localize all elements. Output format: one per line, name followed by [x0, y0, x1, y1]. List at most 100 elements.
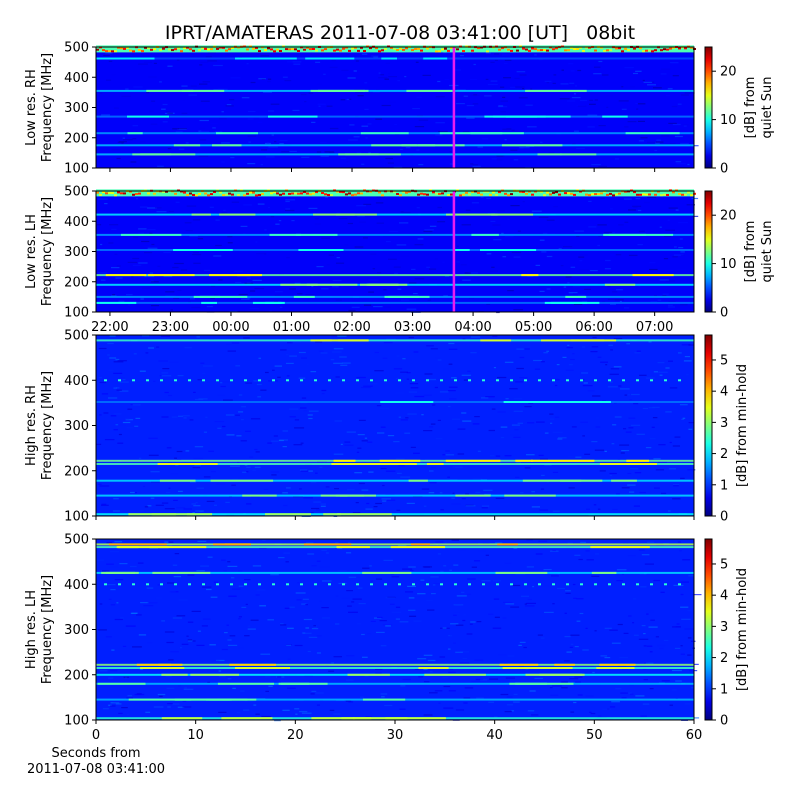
feature-band-400	[132, 379, 135, 382]
feature-band-400	[370, 379, 373, 382]
feature-band-400	[146, 379, 149, 382]
feature-band-400	[118, 583, 121, 586]
y-axis-label: Frequency [MHz]	[40, 53, 55, 162]
feature-band-400	[342, 583, 345, 586]
colorbar-tick-label: 0	[720, 306, 728, 321]
colorbar-tick-label: 0	[720, 714, 728, 729]
feature-band-400	[454, 583, 457, 586]
x-tick-label: 50	[586, 728, 603, 743]
feature-band-130	[96, 301, 694, 304]
y-tick-label: 400	[64, 374, 89, 389]
feature-band-400	[188, 583, 191, 586]
feature-band-400	[468, 379, 471, 382]
feature-band-355	[96, 89, 694, 92]
x-tick-label: 06:00	[575, 320, 612, 335]
x-tick-label: 10	[187, 728, 204, 743]
feature-band-488	[96, 543, 694, 546]
feature-band-400	[426, 583, 429, 586]
feature-band-400	[594, 379, 597, 382]
y-tick-label: 100	[64, 162, 89, 177]
x-tick-label: 04:00	[454, 320, 491, 335]
feature-band-422	[96, 213, 694, 216]
feature-band-400	[174, 583, 177, 586]
feature-band-400	[538, 379, 541, 382]
feature-band-400	[286, 583, 289, 586]
y-tick-label: 500	[64, 329, 89, 344]
feature-band-400	[356, 379, 359, 382]
feature-band-178	[96, 479, 694, 482]
x-tick-label: 60	[686, 728, 703, 743]
feature-band-270	[96, 115, 694, 118]
x-tick-label: 30	[387, 728, 404, 743]
y-axis-label: Low res. RH	[24, 69, 39, 146]
y-tick-label: 400	[64, 578, 89, 593]
feature-band-400	[272, 583, 275, 586]
feature-band-400	[552, 583, 555, 586]
y-axis-label: Low res. LH	[24, 214, 39, 289]
colorbar	[704, 190, 713, 313]
feature-band-145	[96, 494, 694, 497]
feature-band-400	[510, 583, 513, 586]
y-tick-label: 300	[64, 245, 89, 260]
feature-band-400	[412, 379, 415, 382]
y-tick-label: 100	[64, 510, 89, 525]
x-tick-label: 20	[287, 728, 304, 743]
feature-band-400	[216, 583, 219, 586]
feature-band-215	[96, 667, 694, 669]
feature-band-488	[96, 339, 694, 342]
feature-band-400	[664, 379, 667, 382]
y-tick-label: 500	[64, 41, 89, 56]
feature-band-400	[258, 379, 261, 382]
x-tick-label: 03:00	[394, 320, 431, 335]
feature-band-355	[96, 233, 694, 236]
feature-band-400	[454, 379, 457, 382]
feature-band-400	[482, 583, 485, 586]
feature-band-400	[328, 379, 331, 382]
colorbar	[704, 46, 713, 169]
feature-band-400	[622, 583, 625, 586]
colorbar-tick-label: 5	[720, 353, 728, 368]
feature-band-400	[650, 583, 653, 586]
feature-band-400	[482, 379, 485, 382]
y-tick-label: 500	[64, 533, 89, 548]
feature-band-400	[580, 583, 583, 586]
colorbar-tick-label: 0	[720, 162, 728, 177]
heatmap-background	[96, 47, 694, 168]
feature-band-400	[636, 583, 639, 586]
x-tick-label: 02:00	[333, 320, 370, 335]
y-tick-label: 300	[64, 419, 89, 434]
x-tick-label: 0	[92, 728, 100, 743]
colorbar-tick-label: 4	[720, 385, 728, 400]
feature-band-400	[370, 583, 373, 586]
colorbar-tick-label: 10	[720, 113, 737, 128]
feature-band-400	[496, 583, 499, 586]
y-tick-label: 200	[64, 275, 89, 290]
colorbar-tick-label: 2	[720, 651, 728, 666]
colorbar-tick-label: 0	[720, 510, 728, 525]
feature-band-400	[216, 379, 219, 382]
heatmap-background	[96, 191, 694, 312]
feature-band-400	[678, 379, 681, 382]
colorbar-label: [dB] from min-hold	[735, 568, 750, 691]
y-tick-label: 200	[64, 668, 89, 683]
feature-band-400	[538, 583, 541, 586]
feature-band-400	[300, 379, 303, 382]
x-tick-label: 01:00	[273, 320, 310, 335]
y-tick-label: 400	[64, 215, 89, 230]
feature-band-400	[244, 379, 247, 382]
heatmap-background	[96, 539, 694, 720]
y-axis-label: Frequency [MHz]	[40, 197, 55, 306]
x-tick-label: 07:00	[636, 320, 673, 335]
colorbar-label: [dB] from	[743, 77, 758, 139]
colorbar-tick-label: 3	[720, 620, 728, 635]
colorbar	[704, 334, 713, 517]
feature-band-400	[412, 583, 415, 586]
feature-band-400	[566, 379, 569, 382]
x-tick-label: 22:00	[91, 320, 128, 335]
feature-band-400	[594, 583, 597, 586]
y-axis-label: High res. RH	[24, 385, 39, 466]
colorbar-label: quiet Sun	[760, 76, 775, 138]
feature-band-400	[104, 583, 107, 586]
